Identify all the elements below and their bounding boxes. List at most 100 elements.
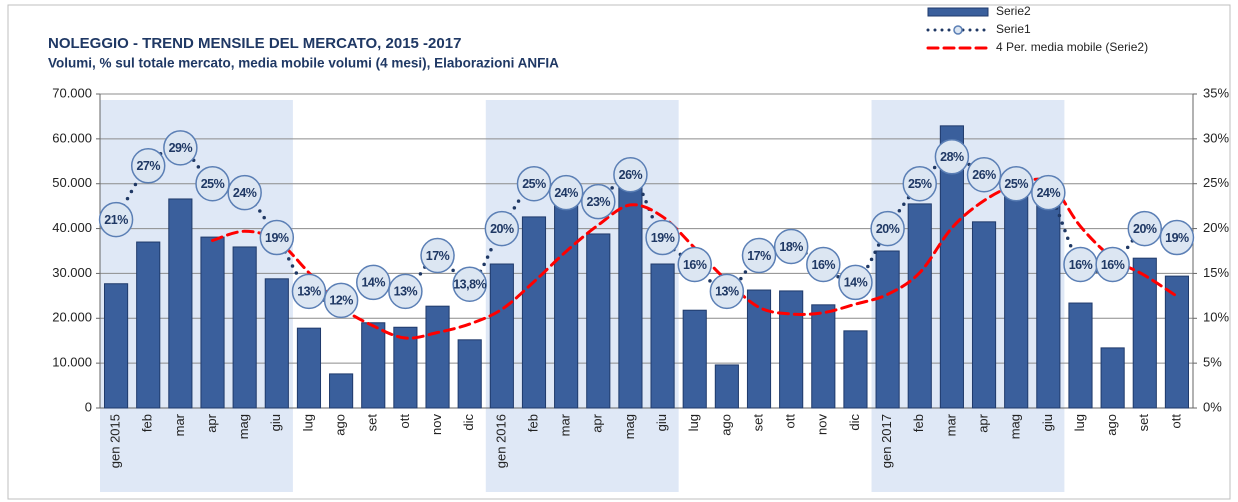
legend-label: Serie1 bbox=[996, 22, 1031, 36]
x-tick-label: ago bbox=[1104, 414, 1119, 436]
data-point bbox=[1031, 174, 1066, 211]
bar bbox=[200, 236, 225, 409]
x-tick-label: nov bbox=[815, 414, 830, 435]
data-label: 27% bbox=[136, 159, 160, 173]
data-label: 24% bbox=[554, 186, 578, 200]
x-tick-label: feb bbox=[525, 414, 540, 432]
data-label: 25% bbox=[908, 177, 932, 191]
y2-tick-label: 5% bbox=[1203, 355, 1222, 370]
x-tick-label: mar bbox=[943, 413, 958, 436]
x-tick-label: ott bbox=[397, 414, 412, 429]
y-tick-label: 60.000 bbox=[52, 130, 92, 145]
x-tick-label: lug bbox=[1072, 414, 1087, 431]
legend-label: 4 Per. media mobile (Serie2) bbox=[996, 40, 1148, 54]
data-label: 21% bbox=[104, 213, 128, 227]
x-tick-label: mar bbox=[558, 413, 573, 436]
x-tick-label: giu bbox=[1040, 414, 1055, 431]
data-label: 20% bbox=[490, 222, 514, 236]
data-label: 20% bbox=[1133, 222, 1157, 236]
data-label: 13% bbox=[297, 285, 321, 299]
data-point bbox=[1095, 246, 1130, 283]
bar bbox=[457, 339, 482, 409]
x-tick-label: set bbox=[750, 414, 765, 432]
data-point bbox=[934, 139, 970, 175]
data-label: 28% bbox=[940, 150, 964, 164]
y-tick-label: 40.000 bbox=[52, 220, 92, 235]
period-shade bbox=[871, 100, 1065, 492]
data-label: 16% bbox=[1069, 258, 1093, 272]
data-label: 17% bbox=[426, 249, 450, 263]
data-point bbox=[806, 246, 841, 283]
data-label: 12% bbox=[329, 294, 353, 308]
x-tick-label: dic bbox=[461, 414, 476, 431]
data-label: 19% bbox=[1165, 231, 1189, 245]
data-label: 16% bbox=[812, 258, 836, 272]
x-tick-label: giu bbox=[268, 414, 283, 431]
data-point bbox=[291, 273, 327, 310]
bar bbox=[779, 290, 804, 409]
bar bbox=[168, 198, 193, 409]
x-tick-label: mar bbox=[172, 413, 187, 436]
data-label: 16% bbox=[1101, 258, 1125, 272]
data-label: 20% bbox=[876, 222, 900, 236]
bar bbox=[489, 263, 514, 409]
bar bbox=[554, 184, 579, 409]
data-label: 25% bbox=[1004, 177, 1028, 191]
bar bbox=[971, 221, 997, 409]
x-tick-label: gen 2016 bbox=[493, 414, 508, 468]
data-point bbox=[773, 228, 809, 265]
data-point bbox=[870, 210, 905, 247]
bar bbox=[425, 305, 450, 409]
x-tick-label: ott bbox=[1168, 414, 1183, 429]
bar bbox=[650, 263, 675, 409]
bar bbox=[136, 241, 161, 409]
bar bbox=[682, 309, 707, 409]
data-point bbox=[259, 219, 295, 256]
data-label: 24% bbox=[233, 186, 257, 200]
bar bbox=[586, 233, 611, 409]
bar bbox=[264, 278, 289, 409]
data-point bbox=[388, 273, 423, 310]
y2-tick-label: 15% bbox=[1203, 265, 1229, 280]
data-point bbox=[1127, 210, 1163, 247]
chart-title: NOLEGGIO - TREND MENSILE DEL MERCATO, 20… bbox=[48, 35, 461, 52]
y2-tick-label: 30% bbox=[1203, 130, 1229, 145]
x-tick-label: dic bbox=[847, 414, 862, 431]
bar bbox=[746, 289, 772, 409]
data-label: 16% bbox=[683, 258, 707, 272]
data-point bbox=[998, 165, 1034, 202]
data-point bbox=[966, 156, 1002, 193]
data-label: 29% bbox=[169, 141, 193, 155]
x-tick-label: gen 2017 bbox=[879, 414, 894, 468]
data-point bbox=[356, 264, 391, 301]
x-tick-label: ott bbox=[783, 414, 798, 429]
data-point bbox=[838, 264, 873, 301]
bar bbox=[875, 250, 900, 409]
legend-marker bbox=[953, 25, 963, 35]
data-label: 19% bbox=[651, 231, 675, 245]
y-tick-label: 0 bbox=[85, 399, 92, 414]
data-point bbox=[902, 165, 937, 202]
data-label: 25% bbox=[201, 177, 225, 191]
x-tick-label: apr bbox=[975, 413, 990, 432]
data-label: 17% bbox=[747, 249, 771, 263]
y2-tick-label: 35% bbox=[1203, 85, 1229, 100]
data-point bbox=[516, 165, 552, 202]
data-point bbox=[581, 183, 616, 220]
x-tick-label: nov bbox=[429, 414, 444, 435]
x-tick-label: mag bbox=[622, 414, 637, 439]
data-point bbox=[484, 210, 520, 247]
bar bbox=[296, 327, 322, 409]
data-label: 13% bbox=[394, 285, 418, 299]
data-point bbox=[195, 165, 230, 202]
data-label: 24% bbox=[1037, 186, 1061, 200]
bar bbox=[232, 246, 257, 409]
data-label: 23% bbox=[587, 195, 611, 209]
data-label: 25% bbox=[522, 177, 546, 191]
y2-tick-label: 0% bbox=[1203, 399, 1222, 414]
bar bbox=[393, 326, 418, 409]
y-tick-label: 10.000 bbox=[52, 355, 92, 370]
legend-swatch bbox=[927, 7, 989, 17]
bar bbox=[843, 330, 868, 409]
x-tick-label: ago bbox=[333, 414, 348, 436]
